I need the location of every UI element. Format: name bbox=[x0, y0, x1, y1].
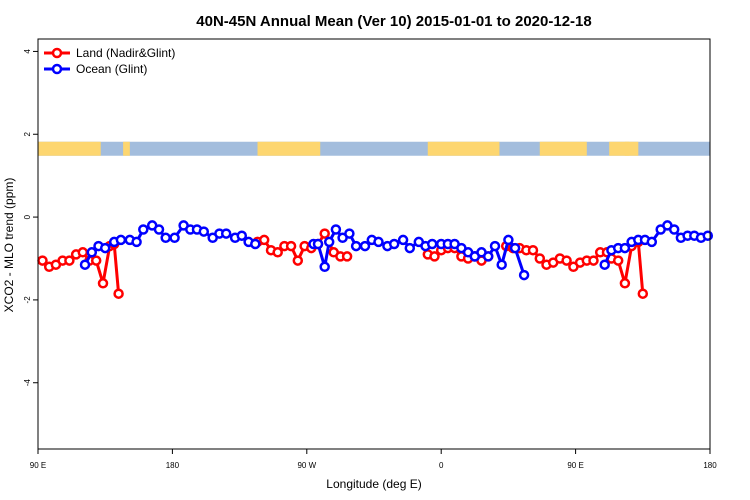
plot-frame bbox=[37, 38, 711, 450]
data-point bbox=[64, 255, 75, 266]
data-point bbox=[344, 228, 355, 239]
data-point bbox=[99, 242, 111, 254]
data-point bbox=[702, 230, 714, 241]
land-strip-segment bbox=[427, 141, 500, 156]
data-point bbox=[599, 259, 610, 270]
x-tick-label: 180 bbox=[703, 461, 717, 470]
x-tick-label: 0 bbox=[439, 461, 444, 470]
x-tick-label: 90 E bbox=[30, 461, 46, 470]
data-point bbox=[323, 236, 335, 248]
land-strip-segment bbox=[609, 141, 630, 156]
x-tick-label: 90 W bbox=[297, 461, 316, 470]
data-point bbox=[272, 247, 283, 258]
data-point bbox=[292, 255, 304, 266]
legend-ocean-marker bbox=[51, 63, 63, 75]
data-point bbox=[319, 261, 330, 273]
land-strip-segment bbox=[257, 141, 321, 156]
x-tick-label: 90 E bbox=[567, 461, 583, 470]
data-point bbox=[637, 288, 649, 299]
data-point bbox=[496, 259, 507, 270]
data-point bbox=[330, 224, 342, 235]
data-point bbox=[588, 255, 599, 266]
data-point bbox=[397, 234, 409, 246]
data-point bbox=[86, 247, 98, 258]
data-point bbox=[169, 232, 180, 244]
data-point bbox=[220, 228, 232, 239]
land-strip-segment bbox=[539, 141, 587, 156]
data-point bbox=[319, 228, 330, 239]
y-tick-label: 4 bbox=[23, 49, 32, 54]
data-point bbox=[646, 236, 658, 248]
data-point bbox=[350, 240, 362, 252]
data-point bbox=[388, 238, 400, 250]
data-point bbox=[198, 226, 210, 237]
data-point bbox=[359, 240, 371, 252]
land-ocean-strip bbox=[38, 141, 710, 156]
data-point bbox=[534, 253, 546, 264]
land-strip-segment bbox=[38, 141, 101, 156]
data-point bbox=[404, 242, 416, 254]
data-point bbox=[77, 247, 89, 258]
data-point bbox=[153, 224, 165, 235]
data-point bbox=[668, 224, 680, 235]
data-point bbox=[250, 238, 261, 250]
data-point bbox=[285, 240, 297, 252]
data-point bbox=[503, 234, 514, 246]
data-point bbox=[489, 240, 501, 252]
y-tick-label: 2 bbox=[23, 131, 32, 136]
y-axis-label: XCO2 - MLO trend (ppm) bbox=[2, 178, 16, 313]
legend: Land (Nadir&Glint) Ocean (Glint) bbox=[44, 46, 175, 76]
data-point bbox=[90, 255, 102, 266]
axes: 4 2 0 -2 -4 90 E 180 90 W 0 90 E 180 bbox=[23, 49, 717, 470]
data-point bbox=[341, 251, 353, 262]
data-point bbox=[482, 251, 494, 262]
legend-land-marker bbox=[51, 47, 63, 59]
land-strip-segment bbox=[123, 141, 130, 156]
data-point bbox=[619, 278, 631, 289]
y-tick-label: 0 bbox=[23, 214, 32, 219]
data-point bbox=[527, 244, 539, 256]
data-point bbox=[426, 238, 438, 250]
data-point bbox=[113, 288, 124, 299]
ocean-series bbox=[79, 220, 714, 281]
legend-land-label: Land (Nadir&Glint) bbox=[76, 46, 175, 60]
data-point bbox=[561, 255, 572, 266]
y-tick-label: -2 bbox=[23, 296, 32, 304]
legend-ocean-label: Ocean (Glint) bbox=[76, 62, 147, 76]
data-point bbox=[258, 234, 270, 246]
data-point bbox=[612, 255, 624, 266]
data-point bbox=[373, 236, 384, 248]
data-point bbox=[79, 259, 91, 270]
data-point bbox=[138, 224, 149, 235]
data-point bbox=[236, 230, 248, 241]
data-point bbox=[312, 238, 324, 250]
data-point bbox=[619, 242, 631, 254]
chart-title: 40N-45N Annual Mean (Ver 10) 2015-01-01 … bbox=[196, 13, 591, 30]
data-point bbox=[509, 242, 521, 254]
x-tick-label: 180 bbox=[166, 461, 180, 470]
data-point bbox=[160, 232, 171, 244]
land-strip-segment bbox=[624, 141, 639, 156]
data-point bbox=[115, 234, 127, 246]
series-layer bbox=[37, 220, 714, 299]
y-tick-label: -4 bbox=[23, 379, 32, 387]
data-point bbox=[429, 251, 440, 262]
data-point bbox=[97, 278, 109, 289]
x-axis-label: Longitude (deg E) bbox=[326, 477, 421, 491]
data-point bbox=[518, 269, 530, 281]
data-point bbox=[131, 236, 142, 248]
